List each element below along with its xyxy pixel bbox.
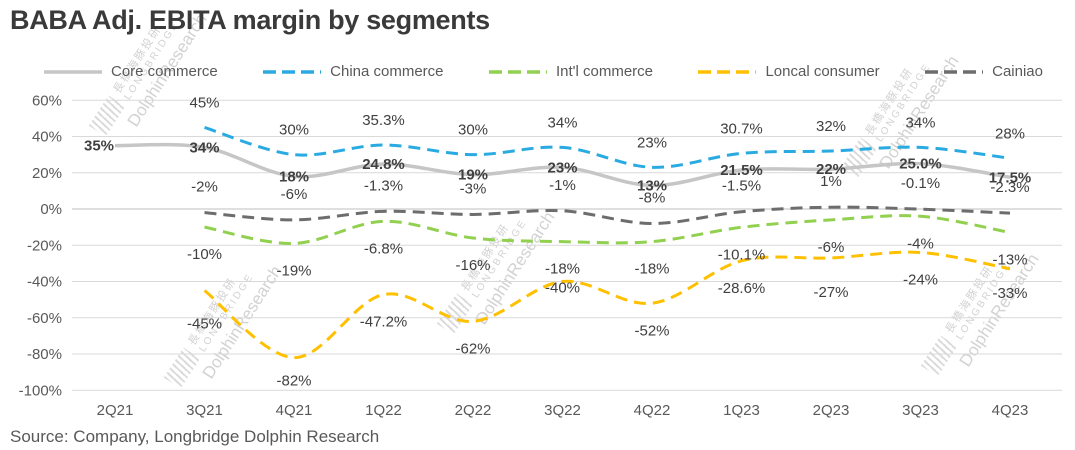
x-axis-label: 2Q21 bbox=[97, 402, 134, 419]
data-label: 17.5% bbox=[989, 169, 1032, 186]
data-label: -27% bbox=[813, 284, 848, 301]
legend-item-core-commerce: Core commerce bbox=[44, 63, 218, 80]
legend-line-sample-icon bbox=[925, 69, 984, 74]
data-label: -18% bbox=[634, 261, 669, 278]
data-label: -16% bbox=[455, 257, 490, 274]
x-axis-label: 4Q21 bbox=[276, 402, 313, 419]
data-label: -10.1% bbox=[718, 246, 766, 263]
data-label: 25.0% bbox=[899, 156, 942, 173]
legend-item-cainiao: Cainiao bbox=[925, 63, 1043, 80]
data-label: -1% bbox=[549, 177, 576, 194]
data-label: 32% bbox=[816, 118, 846, 135]
data-label: -33% bbox=[992, 285, 1027, 302]
legend-line-sample-icon bbox=[488, 69, 547, 74]
legend-line-sample-icon bbox=[263, 69, 322, 74]
data-label: -52% bbox=[634, 322, 669, 339]
source-note: Source: Company, Longbridge Dolphin Rese… bbox=[10, 427, 380, 446]
series-line-cainiao bbox=[204, 205, 1011, 226]
y-axis-tick: -60% bbox=[27, 310, 62, 327]
data-label: 34% bbox=[547, 114, 577, 131]
y-axis-tick: 20% bbox=[32, 165, 62, 182]
y-axis-tick: 0% bbox=[40, 201, 62, 218]
data-label: -1.5% bbox=[722, 178, 761, 195]
series-line-loncal-consumer bbox=[203, 250, 1011, 360]
data-label: 24.8% bbox=[362, 156, 405, 173]
x-axis-label: 2Q22 bbox=[455, 402, 492, 419]
legend-line-sample-icon bbox=[698, 69, 757, 74]
data-label: -6.8% bbox=[364, 240, 403, 257]
y-axis-tick: -80% bbox=[27, 346, 62, 363]
data-label: 34% bbox=[189, 139, 219, 156]
x-axis-label: 4Q22 bbox=[634, 402, 671, 419]
data-label: 23% bbox=[547, 159, 577, 176]
x-axis-label: 4Q23 bbox=[992, 402, 1029, 419]
legend-label: China commerce bbox=[330, 63, 444, 80]
legend-label: Cainiao bbox=[992, 63, 1043, 80]
data-label: -13% bbox=[992, 252, 1027, 269]
legend-label: Loncal consumer bbox=[765, 63, 880, 80]
data-label: -28.6% bbox=[718, 280, 766, 297]
x-axis-label: 3Q21 bbox=[186, 402, 223, 419]
data-label: 13% bbox=[637, 177, 667, 194]
legend-line-sample-icon bbox=[44, 69, 102, 74]
data-label: -4% bbox=[907, 235, 934, 252]
data-label: 28% bbox=[995, 125, 1025, 142]
data-label: 34% bbox=[905, 114, 935, 131]
data-label: -1.3% bbox=[364, 177, 403, 194]
data-label: -62% bbox=[455, 340, 490, 357]
y-axis-tick: 40% bbox=[32, 129, 62, 146]
data-label: -2% bbox=[191, 179, 218, 196]
data-label: -10% bbox=[187, 246, 222, 263]
legend-label: Int'l commerce bbox=[555, 63, 654, 80]
data-label: 30% bbox=[458, 122, 488, 139]
series-line-china-commerce bbox=[204, 126, 1011, 169]
data-label: 45% bbox=[189, 94, 219, 111]
data-label: -40% bbox=[545, 280, 580, 297]
data-label: 23% bbox=[637, 134, 667, 151]
data-label: -8% bbox=[639, 190, 666, 207]
data-label: 19% bbox=[458, 167, 488, 184]
legend-label: Core commerce bbox=[111, 63, 218, 80]
y-axis-tick: -20% bbox=[27, 237, 62, 254]
data-label: -18% bbox=[545, 261, 580, 278]
data-label: -45% bbox=[187, 316, 222, 333]
data-label: 35.3% bbox=[362, 112, 405, 129]
y-axis-tick: -40% bbox=[27, 274, 62, 291]
x-axis-label: 1Q23 bbox=[723, 402, 760, 419]
series-line-int-l-commerce bbox=[204, 214, 1011, 245]
chart-title: BABA Adj. EBITA margin by segments bbox=[10, 5, 490, 35]
legend-item-loncal-consumer: Loncal consumer bbox=[698, 63, 880, 80]
data-label: -0.1% bbox=[901, 175, 940, 192]
x-axis-label: 3Q23 bbox=[902, 402, 939, 419]
legend-item-int-l-commerce: Int'l commerce bbox=[488, 63, 654, 80]
data-label: -82% bbox=[276, 373, 311, 390]
y-axis-tick: 60% bbox=[32, 92, 62, 109]
data-label: -6% bbox=[281, 186, 308, 203]
x-axis-label: 2Q23 bbox=[813, 402, 850, 419]
data-label: -24% bbox=[903, 272, 938, 289]
data-label: -2.3% bbox=[990, 179, 1029, 196]
legend-item-china-commerce: China commerce bbox=[263, 63, 444, 80]
x-axis-label: 1Q22 bbox=[365, 402, 402, 419]
x-axis-label: 3Q22 bbox=[544, 402, 581, 419]
data-label: 30.7% bbox=[720, 120, 763, 137]
data-label: 22% bbox=[816, 161, 846, 178]
data-label: -3% bbox=[460, 180, 487, 197]
data-label: 21.5% bbox=[720, 162, 763, 179]
chart-legend: Core commerce China commerce Int'l commerc… bbox=[44, 63, 1043, 80]
y-axis-tick: -100% bbox=[19, 382, 62, 399]
data-label: 30% bbox=[279, 122, 309, 139]
data-label: 1% bbox=[820, 173, 842, 190]
data-label: -6% bbox=[818, 239, 845, 256]
data-label: -47.2% bbox=[360, 314, 408, 331]
data-label: -19% bbox=[276, 262, 311, 279]
data-label: 35% bbox=[84, 138, 114, 155]
data-label: 18% bbox=[279, 168, 309, 185]
